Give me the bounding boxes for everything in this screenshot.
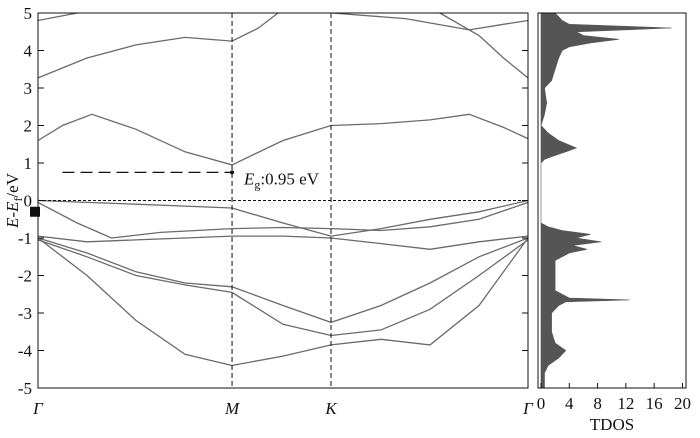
x-tick-label: Γ: [32, 399, 44, 418]
marker: [30, 206, 40, 217]
dos-area: [540, 12, 672, 389]
y-axis-label: E-Ef/eV: [3, 172, 25, 229]
y-label-unit: /eV: [3, 172, 22, 197]
y-tick-label: 1: [24, 154, 33, 173]
y-tick-label: 3: [24, 79, 33, 98]
x-tick-label: 4: [565, 394, 574, 413]
band: [37, 237, 529, 367]
plot-frame: [37, 12, 529, 389]
band: [37, 201, 529, 239]
band: [37, 113, 529, 166]
x-tick-label: K: [324, 399, 338, 418]
band: [37, 235, 529, 250]
band: [37, 199, 529, 237]
x-tick-label: 16: [646, 394, 663, 413]
gap-text: :0.95 eV: [260, 169, 319, 188]
gap-subscript: g: [254, 177, 260, 191]
x-tick-label: Γ: [522, 399, 534, 418]
band: [37, 12, 529, 31]
y-tick-label: -3: [18, 304, 32, 323]
y-label-symbol: E-E: [3, 201, 22, 229]
y-tick-label: -2: [18, 267, 32, 286]
x-tick-label: 0: [537, 394, 546, 413]
gap-symbol: E: [243, 169, 255, 188]
x-axis-label: TDOS: [590, 415, 634, 434]
y-tick-label: -4: [18, 342, 33, 361]
band: [37, 239, 529, 337]
y-tick-label: -5: [18, 379, 32, 398]
band: [37, 12, 529, 79]
band: [37, 237, 529, 324]
gap-point: [230, 170, 235, 175]
y-tick-label: 4: [24, 42, 33, 61]
y-tick-label: 5: [24, 4, 33, 23]
x-tick-label: M: [224, 399, 240, 418]
dos-frame: [537, 12, 687, 389]
y-tick-label: -1: [18, 229, 32, 248]
x-tick-label: 12: [617, 394, 634, 413]
gap-annotation: Eg:0.95 eV: [243, 169, 320, 191]
y-label-subscript: f: [11, 198, 25, 202]
y-tick-label: 2: [24, 117, 33, 136]
y-tick-label: 0: [24, 192, 33, 211]
x-tick-label: 8: [593, 394, 602, 413]
x-tick-label: 20: [674, 394, 691, 413]
